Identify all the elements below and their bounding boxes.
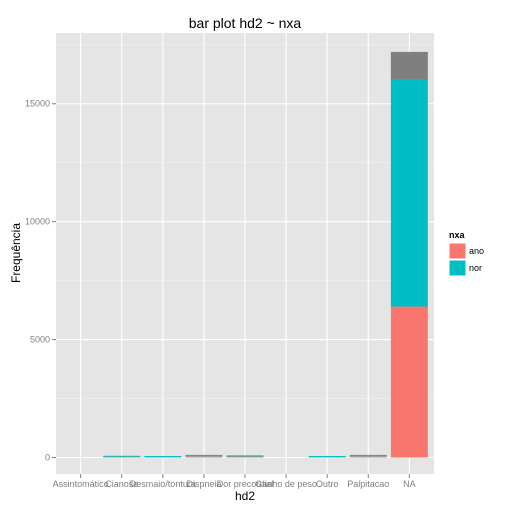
x-tick-label: Dispneia [186, 479, 221, 489]
x-tick-label: Cianose [105, 479, 138, 489]
legend-key-ano [448, 242, 467, 260]
bar-ano [349, 456, 387, 458]
x-axis-ticks: AssintomáticoCianoseDesmaio/tonturaDispn… [53, 474, 416, 489]
x-tick-label: Desmaio/tontura [130, 479, 196, 489]
y-axis-title: Frequência [9, 223, 23, 283]
bar-nor [349, 454, 387, 457]
chart-title: bar plot hd2 ~ nxa [189, 15, 302, 31]
y-tick-label: 15000 [25, 99, 50, 109]
bar-nor [390, 78, 428, 307]
bar-nor [308, 456, 346, 458]
y-axis-ticks: 0 5000 10000 15000 [25, 99, 56, 462]
x-tick-label: Palpitacao [347, 479, 389, 489]
bar-nor [103, 455, 141, 457]
legend-label-nor: nor [469, 263, 482, 273]
y-tick-label: 10000 [25, 217, 50, 227]
y-tick-label: 0 [45, 452, 50, 462]
bar-ano [390, 306, 428, 458]
major-gridlines [56, 33, 434, 474]
bar-ano [103, 456, 141, 458]
legend-title: nxa [449, 230, 466, 240]
x-tick-label: Ganho de peso [255, 479, 317, 489]
x-axis-title: hd2 [235, 489, 255, 503]
x-tick-label: Outro [316, 479, 339, 489]
x-tick-label: NA [403, 479, 416, 489]
bar-ano [226, 456, 264, 458]
bars [103, 51, 428, 458]
bar-nor [185, 454, 223, 457]
x-tick-label: Dor precordial [217, 479, 274, 489]
legend: nxa ano nor [448, 230, 484, 277]
bar-nor [144, 456, 182, 458]
legend-label-ano: ano [469, 246, 484, 256]
bar-ano [185, 456, 223, 458]
x-tick-label: Assintomático [53, 479, 109, 489]
bar-nor [226, 455, 264, 457]
legend-key-nor [448, 259, 467, 277]
bar-na [390, 51, 428, 79]
y-tick-label: 5000 [30, 335, 50, 345]
